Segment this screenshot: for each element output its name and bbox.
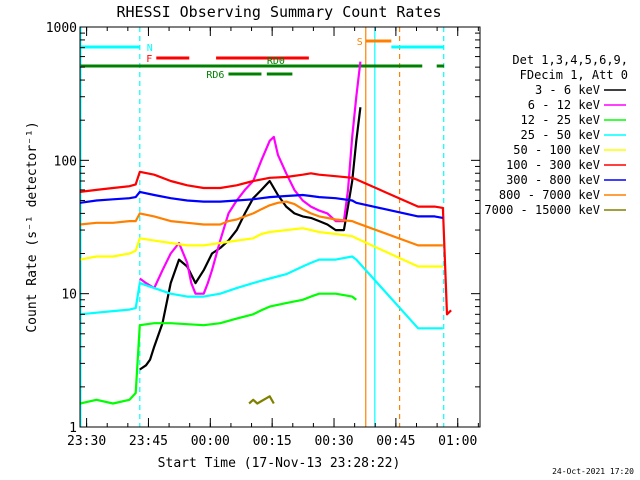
legend-header: Det 1,3,4,5,6,9, (512, 53, 628, 67)
legend-header: FDecim 1, Att 0 (520, 68, 628, 82)
legend-entry-label: 100 - 300 keV (506, 158, 600, 172)
state-bar-label: RD0 (267, 56, 285, 67)
state-bar-label: F (146, 54, 152, 65)
series-line-25-50-kev (80, 255, 443, 330)
chart-title: RHESSI Observing Summary Count Rates (116, 3, 441, 21)
state-bar-label: S (357, 37, 363, 48)
series-line-300-800-kev (80, 190, 444, 219)
x-tick-label: 00:00 (191, 434, 230, 449)
x-tick-label: 00:45 (376, 434, 415, 449)
y-tick-label: 1 (69, 421, 77, 436)
x-tick-label: 23:45 (129, 434, 168, 449)
y-tick-label: 1000 (46, 21, 77, 36)
series-line-800-7000-kev (80, 200, 443, 247)
x-axis: 23:30 23:45 00:00 00:15 00:30 00:45 01:00 (67, 27, 479, 449)
series-line-50-100-kev (80, 227, 443, 268)
legend-entry-label: 50 - 100 keV (513, 143, 600, 157)
state-bars: NF S RD0 RD6 (80, 37, 445, 81)
legend-entry-label: 800 - 7000 keV (499, 188, 600, 202)
legend-entry-label: 7000 - 15000 keV (484, 203, 600, 217)
legend-entry-label: 12 - 25 keV (521, 113, 600, 127)
legend-entry-label: 300 - 800 keV (506, 173, 600, 187)
y-axis-label: Count Rate (s⁻¹ detector⁻¹) (25, 121, 40, 332)
y-tick-label: 10 (61, 288, 77, 303)
x-tick-label: 00:30 (314, 434, 353, 449)
x-tick-label: 23:30 (67, 434, 106, 449)
legend-entry-label: 3 - 6 keV (535, 83, 600, 97)
legend-entry-label: 25 - 50 keV (521, 128, 600, 142)
plot-frame (79, 26, 481, 428)
date-stamp: 24-Oct-2021 17:20 (552, 467, 634, 476)
series-line-100-300-kev (80, 170, 452, 316)
series-lines (80, 61, 452, 405)
series-line-12-25-kev (80, 292, 357, 405)
x-axis-label: Start Time (17-Nov-13 23:28:22) (158, 456, 401, 471)
y-axis: 1 10 100 1000 (46, 21, 480, 436)
vertical-markers (80, 27, 445, 427)
legend-entry-label: 6 - 12 keV (528, 98, 600, 112)
state-bar-label: RD6 (206, 70, 224, 81)
series-line-7000-15000-kev (248, 395, 275, 405)
x-tick-label: 01:00 (438, 434, 477, 449)
x-tick-label: 00:15 (253, 434, 292, 449)
state-bar-label: N (147, 43, 153, 54)
legend: Det 1,3,4,5,6,9,FDecim 1, Att 03 - 6 keV… (484, 53, 628, 217)
y-tick-label: 100 (54, 154, 77, 169)
